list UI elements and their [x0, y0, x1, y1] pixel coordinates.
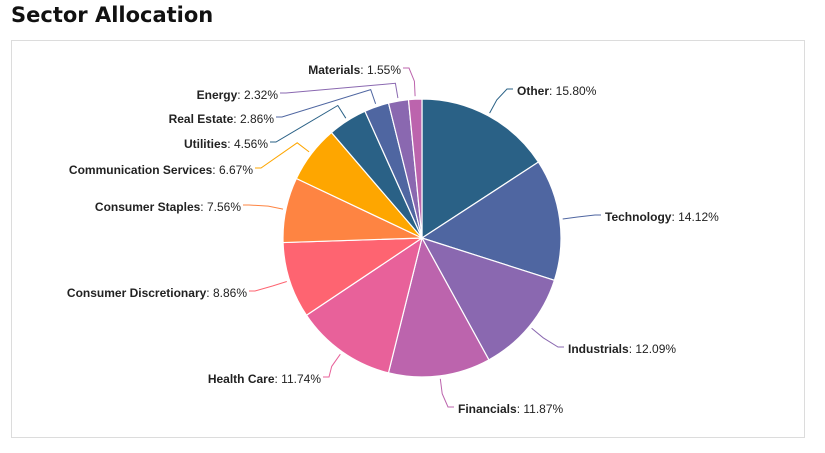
- slice-label-real-estate: Real Estate: 2.86%: [169, 112, 275, 126]
- slice-label-financials: Financials: 11.87%: [458, 402, 563, 416]
- slice-label-value: : 4.56%: [227, 137, 268, 151]
- slice-label-value: : 2.86%: [233, 112, 274, 126]
- pie-slice-industrials[interactable]: [420, 236, 556, 361]
- pie-chart: Other: 15.80% Technology: 14.12% Industria…: [67, 63, 719, 416]
- slices-layer: [282, 98, 562, 378]
- slice-label-health-care: Health Care: 11.74%: [208, 372, 322, 386]
- chart-panel: Other: 15.80% Technology: 14.12% Industria…: [11, 40, 805, 438]
- label-connector-consumer-staples: [243, 204, 284, 210]
- slice-label-value: : 14.12%: [671, 210, 719, 224]
- slice-label-materials: Materials: 1.55%: [308, 63, 401, 77]
- label-connector-communication-services: [255, 142, 310, 169]
- slice-label-value: : 8.86%: [206, 286, 247, 300]
- slice-label-name: Health Care: [208, 372, 275, 386]
- slice-label-name: Real Estate: [169, 112, 234, 126]
- label-connector-energy: [280, 82, 399, 99]
- slice-label-name: Communication Services: [69, 163, 213, 177]
- pie-slice-other[interactable]: [421, 98, 540, 240]
- label-connector-technology: [562, 214, 601, 220]
- label-connector-materials: [403, 67, 416, 97]
- slice-label-energy: Energy: 2.32%: [197, 88, 279, 102]
- slice-label-value: : 7.56%: [200, 200, 241, 214]
- slice-label-value: : 6.67%: [212, 163, 253, 177]
- pie-slice-health-care[interactable]: [305, 236, 423, 374]
- slice-label-name: Materials: [308, 63, 360, 77]
- slice-label-name: Industrials: [568, 342, 629, 356]
- label-connector-real-estate: [276, 88, 377, 118]
- slice-label-consumer-staples: Consumer Staples: 7.56%: [95, 200, 241, 214]
- slice-label-value: : 11.87%: [517, 402, 564, 416]
- label-connector-other: [489, 88, 513, 114]
- slice-label-value: : 2.32%: [237, 88, 278, 102]
- slice-label-value: : 11.74%: [275, 372, 322, 386]
- slice-label-communication-services: Communication Services: 6.67%: [69, 163, 253, 177]
- slice-label-value: : 15.80%: [549, 84, 597, 98]
- slice-label-utilities: Utilities: 4.56%: [184, 137, 268, 151]
- page-title: Sector Allocation: [11, 3, 214, 27]
- slice-label-name: Technology: [605, 210, 672, 224]
- label-connector-health-care: [323, 353, 341, 378]
- slice-label-name: Energy: [197, 88, 238, 102]
- slice-label-value: : 12.09%: [629, 342, 677, 356]
- pie-slice-technology[interactable]: [420, 161, 562, 282]
- slice-label-other: Other: 15.80%: [517, 84, 597, 98]
- slice-label-name: Consumer Discretionary: [67, 286, 207, 300]
- slice-label-name: Utilities: [184, 137, 228, 151]
- slice-label-value: : 1.55%: [360, 63, 401, 77]
- label-connector-financials: [439, 378, 454, 408]
- slice-label-technology: Technology: 14.12%: [605, 210, 719, 224]
- slice-label-name: Consumer Staples: [95, 200, 201, 214]
- slice-label-consumer-discretionary: Consumer Discretionary: 8.86%: [67, 286, 247, 300]
- slice-label-industrials: Industrials: 12.09%: [568, 342, 676, 356]
- label-connector-utilities: [270, 104, 347, 143]
- slice-label-name: Other: [517, 84, 549, 98]
- label-connector-industrials: [531, 327, 564, 348]
- pie-slice-materials[interactable]: [407, 98, 423, 239]
- slice-label-name: Financials: [458, 402, 517, 416]
- label-connector-consumer-discretionary: [249, 281, 287, 292]
- labels-layer: Other: 15.80% Technology: 14.12% Industria…: [67, 63, 719, 416]
